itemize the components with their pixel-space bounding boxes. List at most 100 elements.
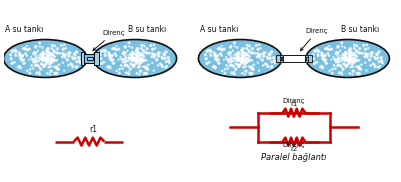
Point (165, 56, 171, 59)
Point (207, 54, 213, 57)
Point (352, 58, 358, 61)
Point (128, 57, 134, 60)
Point (337, 54, 343, 57)
Point (101, 49, 108, 52)
Point (130, 59, 137, 62)
Point (318, 51, 324, 54)
Point (49, 53, 55, 56)
Point (270, 60, 277, 62)
Point (367, 52, 373, 55)
Point (340, 57, 346, 60)
Point (121, 58, 128, 61)
Point (54, 47, 61, 50)
Point (342, 50, 348, 53)
Point (371, 57, 378, 60)
Point (231, 71, 237, 74)
Point (342, 59, 348, 62)
Point (264, 65, 270, 68)
Point (128, 57, 134, 60)
Point (336, 49, 342, 52)
Point (238, 57, 245, 60)
Point (235, 57, 242, 60)
Point (43, 49, 49, 52)
Point (44, 60, 51, 63)
Point (309, 53, 316, 56)
Point (48, 70, 54, 73)
Point (258, 58, 265, 61)
Point (375, 60, 381, 63)
Point (236, 64, 242, 67)
Point (335, 45, 341, 48)
Point (163, 65, 169, 68)
Point (352, 55, 359, 58)
Point (127, 53, 134, 56)
Point (245, 49, 251, 52)
Point (119, 58, 126, 61)
Point (351, 54, 358, 56)
Point (56, 63, 62, 66)
Point (109, 59, 116, 62)
Point (249, 52, 255, 55)
Point (318, 52, 325, 55)
Point (377, 56, 383, 59)
Point (329, 56, 336, 58)
Point (138, 44, 144, 47)
Point (241, 62, 247, 65)
Point (227, 46, 233, 49)
Text: Direnç: Direnç (282, 98, 304, 104)
Point (237, 58, 243, 61)
Point (247, 65, 254, 68)
Point (313, 61, 319, 64)
Point (360, 55, 367, 58)
Point (42, 59, 49, 62)
Point (255, 43, 262, 46)
Point (130, 59, 136, 62)
Bar (307, 55, 311, 62)
Point (40, 56, 47, 58)
Point (345, 51, 351, 54)
Point (71, 58, 78, 61)
Point (140, 65, 146, 68)
Point (116, 72, 122, 75)
Point (337, 65, 344, 68)
Point (236, 56, 243, 59)
Point (350, 53, 357, 56)
Point (321, 54, 328, 57)
Point (134, 47, 140, 50)
Point (163, 60, 169, 63)
Point (357, 63, 364, 66)
Point (229, 49, 235, 52)
Point (377, 60, 384, 62)
Point (325, 45, 332, 48)
Point (60, 48, 66, 51)
Point (343, 56, 350, 59)
Point (318, 54, 324, 57)
Point (231, 41, 237, 44)
Point (50, 58, 57, 61)
Point (24, 48, 30, 51)
Point (242, 58, 248, 61)
Point (117, 64, 124, 67)
Point (367, 55, 373, 58)
Point (340, 53, 347, 56)
Point (241, 60, 247, 62)
Point (345, 59, 352, 62)
Point (19, 59, 25, 62)
Point (121, 64, 128, 67)
Point (268, 65, 274, 68)
Point (344, 57, 350, 60)
Point (59, 61, 66, 64)
Point (47, 73, 53, 76)
Point (241, 52, 247, 55)
Point (38, 57, 45, 60)
Text: Paralel bağlantı: Paralel bağlantı (261, 153, 326, 162)
Point (51, 58, 57, 61)
Point (41, 57, 47, 60)
Point (74, 65, 80, 68)
Point (46, 51, 52, 54)
Point (326, 70, 332, 72)
Point (39, 53, 45, 56)
Point (221, 48, 227, 51)
Point (246, 45, 252, 48)
Point (143, 51, 149, 54)
